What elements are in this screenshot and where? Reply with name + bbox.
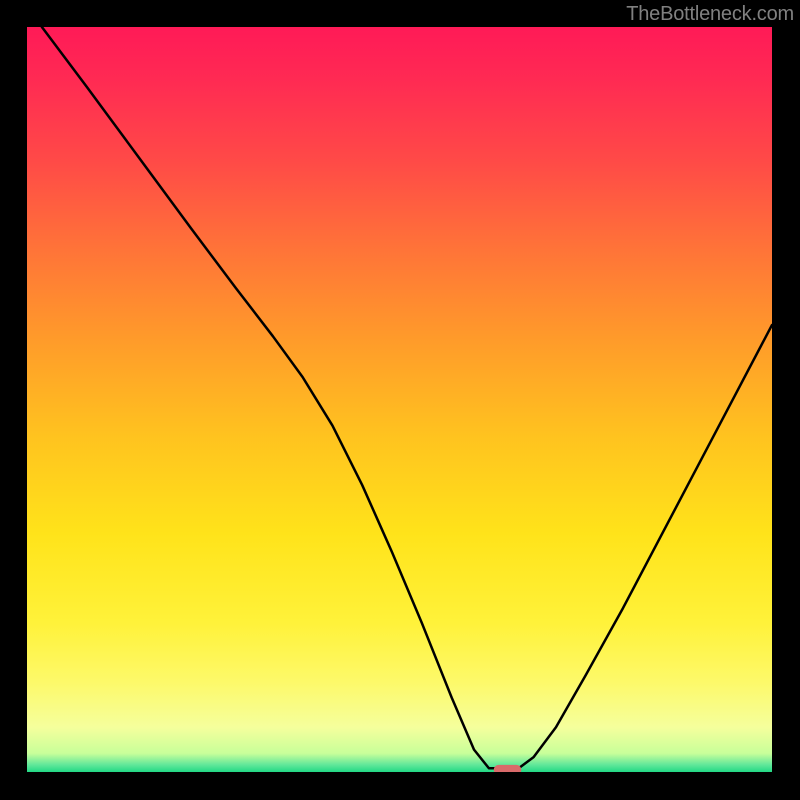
bottleneck-chart: TheBottleneck.com — [0, 0, 800, 800]
gradient-background — [27, 27, 772, 772]
chart-svg — [0, 0, 800, 800]
watermark-text: TheBottleneck.com — [626, 3, 794, 26]
